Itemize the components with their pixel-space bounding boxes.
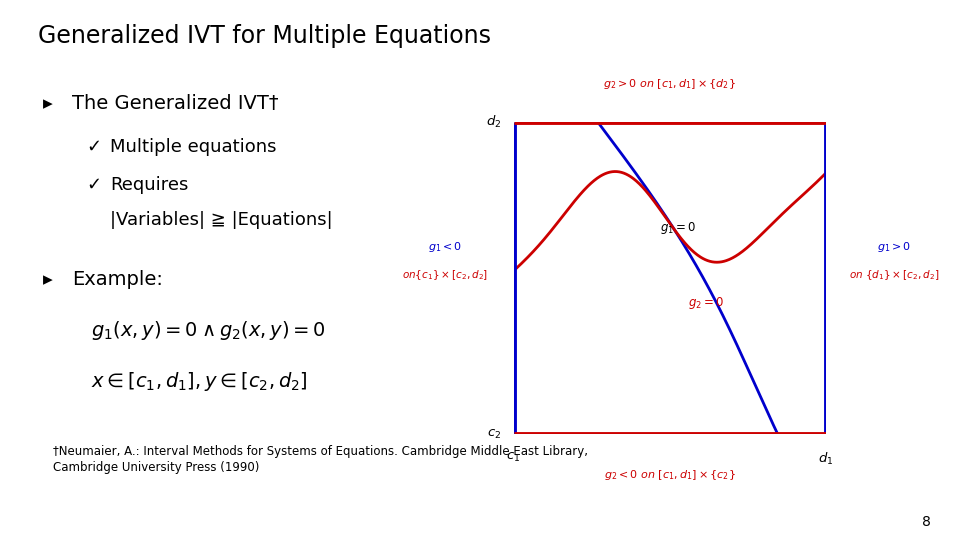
Text: $d_2$: $d_2$	[486, 114, 501, 130]
Text: ✓: ✓	[86, 176, 102, 193]
Text: $g_1 = 0$: $g_1 = 0$	[660, 220, 696, 236]
Text: Multiple equations: Multiple equations	[110, 138, 276, 156]
Text: on$\{c_1\}\times[c_2,d_2]$: on$\{c_1\}\times[c_2,d_2]$	[402, 268, 488, 282]
Text: $x \in [c_1, d_1], y \in [c_2, d_2]$: $x \in [c_1, d_1], y \in [c_2, d_2]$	[91, 370, 308, 393]
Text: $g_2 > 0$ on $[c_1,d_1] \times \{d_2\}$: $g_2 > 0$ on $[c_1,d_1] \times \{d_2\}$	[603, 77, 736, 91]
Text: 8: 8	[923, 515, 931, 529]
Text: $c_2$: $c_2$	[487, 428, 501, 441]
Text: †Neumaier, A.: Interval Methods for Systems of Equations. Cambridge Middle East : †Neumaier, A.: Interval Methods for Syst…	[53, 446, 588, 474]
Text: |Variables| ≧ |Equations|: |Variables| ≧ |Equations|	[110, 211, 333, 228]
Text: ▸: ▸	[43, 94, 53, 113]
Text: Generalized IVT for Multiple Equations: Generalized IVT for Multiple Equations	[38, 24, 492, 48]
Text: $g_2 = 0$: $g_2 = 0$	[688, 295, 725, 311]
Text: $d_1$: $d_1$	[818, 451, 833, 467]
Text: $g_1(x,y) = 0 \wedge g_2(x,y) = 0$: $g_1(x,y) = 0 \wedge g_2(x,y) = 0$	[91, 319, 326, 342]
Text: Example:: Example:	[72, 270, 163, 289]
Text: ✓: ✓	[86, 138, 102, 156]
Text: $g_2 < 0$ on $[c_1,d_1] \times \{c_2\}$: $g_2 < 0$ on $[c_1,d_1] \times \{c_2\}$	[604, 468, 735, 482]
Text: $g_1 > 0$: $g_1 > 0$	[877, 240, 911, 254]
Text: on $\{d_1\}\times[c_2,d_2]$: on $\{d_1\}\times[c_2,d_2]$	[849, 268, 940, 282]
Text: $c_1$: $c_1$	[507, 451, 520, 464]
Text: The Generalized IVT†: The Generalized IVT†	[72, 94, 278, 113]
Text: Requires: Requires	[110, 176, 189, 193]
Text: ▸: ▸	[43, 270, 53, 289]
Text: $g_1 < 0$: $g_1 < 0$	[428, 240, 462, 254]
